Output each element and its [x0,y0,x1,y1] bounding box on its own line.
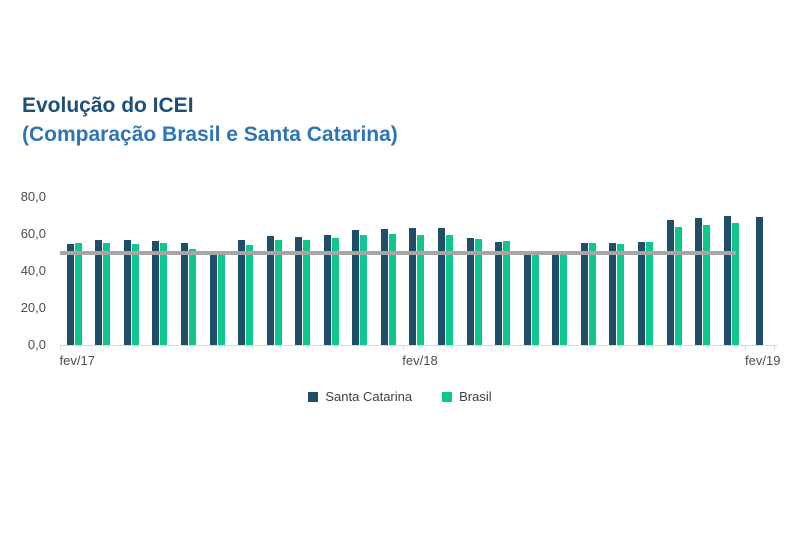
bar-santa-catarina-nov-18 [666,220,674,345]
bar-santa-catarina-abr-18 [466,237,474,345]
bar-santa-catarina-jun-18 [523,255,531,345]
bar-brasil-ago-17 [246,245,254,345]
chart-title: Evolução do ICEI [22,94,194,117]
category-slot-fev-19 [745,197,774,345]
x-axis-label-fev-17: fev/17 [59,353,95,368]
y-axis-tick-label: 20,0 [20,300,46,315]
bar-brasil-jul-18 [560,253,568,345]
category-slot-mai-18 [488,197,517,345]
bar-brasil-dez-18 [703,224,711,345]
category-slot-fev-18 [403,197,432,345]
x-axis-tick [745,346,747,350]
bar-brasil-set-18 [617,244,625,345]
bar-santa-catarina-dez-18 [695,218,703,345]
category-slot-ago-17 [231,197,260,345]
category-slot-jun-17 [174,197,203,345]
legend-item-brasil: Brasil [442,389,492,404]
category-slot-out-17 [288,197,317,345]
plot-area [60,197,774,345]
bar-brasil-jan-19 [731,222,739,345]
category-slot-set-18 [603,197,632,345]
x-axis-tick [774,346,775,350]
category-slot-jul-18 [546,197,575,345]
bar-santa-catarina-mar-18 [438,228,446,345]
category-slot-abr-18 [460,197,489,345]
bar-brasil-mar-18 [446,234,454,345]
chart-subtitle: (Comparação Brasil e Santa Catarina) [22,123,398,146]
bar-brasil-abr-17 [131,244,139,345]
bar-santa-catarina-nov-17 [323,234,331,345]
bar-santa-catarina-mar-17 [95,239,103,345]
bar-santa-catarina-jan-18 [380,229,388,345]
category-slot-mai-17 [146,197,175,345]
bar-brasil-mai-17 [160,243,168,345]
bar-santa-catarina-fev-19 [756,217,764,345]
y-axis-tick-label: 60,0 [20,226,46,241]
category-slot-dez-17 [346,197,375,345]
y-axis-tick-label: 0,0 [27,337,46,352]
bar-brasil-out-17 [303,239,311,345]
bar-santa-catarina-set-17 [266,235,274,345]
bar-santa-catarina-jun-17 [181,243,188,345]
category-slot-ago-18 [574,197,603,345]
category-slot-set-17 [260,197,289,345]
category-slot-nov-18 [660,197,689,345]
legend-label-brasil: Brasil [459,389,492,404]
bar-santa-catarina-dez-17 [352,230,360,345]
bar-santa-catarina-set-18 [609,243,617,345]
bar-brasil-fev-17 [74,243,82,345]
bar-santa-catarina-jul-18 [552,253,560,345]
category-slot-mar-17 [89,197,118,345]
category-slot-abr-17 [117,197,146,345]
bar-brasil-mar-17 [103,243,111,345]
y-axis-tick-label: 80,0 [20,189,46,204]
bar-brasil-nov-18 [674,226,682,345]
bar-santa-catarina-fev-17 [66,244,74,345]
chart-legend: Santa Catarina Brasil [0,389,800,404]
legend-label-santa-catarina: Santa Catarina [325,389,413,404]
bar-brasil-mai-18 [503,241,511,345]
chart-title-block: Evolução do ICEI (Comparação Brasil e Sa… [22,91,398,149]
bar-santa-catarina-mai-18 [495,242,503,345]
bar-brasil-ago-18 [588,243,596,345]
bar-santa-catarina-jan-19 [723,215,731,345]
bar-brasil-out-18 [645,242,653,345]
bar-brasil-jan-18 [388,234,396,345]
x-axis-tick [60,346,61,350]
bar-santa-catarina-ago-18 [580,243,588,345]
category-slot-dez-18 [688,197,717,345]
category-slot-nov-17 [317,197,346,345]
legend-swatch-brasil [442,391,453,402]
bar-brasil-dez-17 [360,234,368,345]
bar-brasil-nov-17 [331,237,339,345]
bar-santa-catarina-out-18 [637,242,645,345]
bar-brasil-abr-18 [474,238,482,345]
category-slot-jul-17 [203,197,232,345]
bar-santa-catarina-fev-18 [409,227,417,345]
legend-swatch-santa-catarina [308,391,319,402]
bar-santa-catarina-out-17 [295,236,303,345]
bar-brasil-jun-17 [189,248,196,345]
legend-item-santa-catarina: Santa Catarina [308,389,412,404]
bar-santa-catarina-jul-17 [209,253,217,345]
y-axis-tick-label: 40,0 [20,263,46,278]
x-axis-label-fev-18: fev/18 [402,353,438,368]
category-slot-mar-18 [431,197,460,345]
category-slot-jan-18 [374,197,403,345]
bar-santa-catarina-mai-17 [152,241,160,345]
category-slot-fev-17 [60,197,89,345]
x-axis-line [60,345,778,346]
category-slot-jan-19 [717,197,746,345]
bar-brasil-jun-18 [531,252,539,345]
category-slot-jun-18 [517,197,546,345]
bar-brasil-jul-17 [217,253,225,345]
reference-line-50 [60,250,737,255]
bar-brasil-set-17 [274,240,282,345]
bar-santa-catarina-ago-17 [238,240,246,345]
bar-santa-catarina-abr-17 [123,240,131,345]
bar-brasil-fev-18 [417,234,425,345]
x-axis-tick [402,346,404,350]
category-slot-out-18 [631,197,660,345]
x-axis-label-fev-19: fev/19 [745,353,781,368]
